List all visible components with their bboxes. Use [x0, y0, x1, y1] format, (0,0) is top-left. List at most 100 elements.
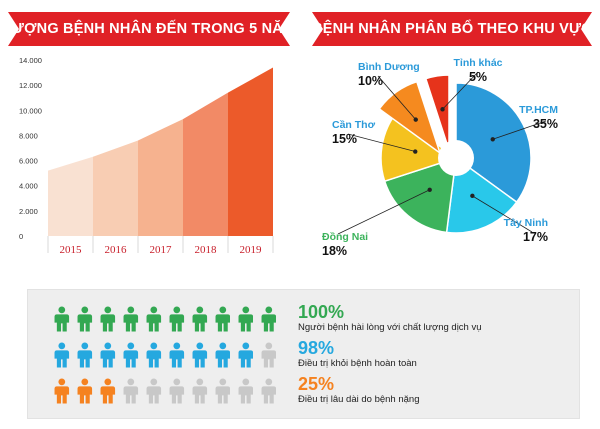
leader-dot — [490, 137, 495, 142]
person-body — [123, 386, 139, 404]
person-icon — [238, 306, 253, 332]
slice-label: Đồng Nai — [322, 231, 368, 243]
person-body — [192, 350, 207, 368]
person-head — [196, 306, 204, 314]
person-head — [58, 378, 66, 386]
person-head — [219, 378, 227, 386]
person-head — [196, 342, 204, 350]
person-icon — [192, 342, 207, 368]
stat-description: Người bệnh hài lòng với chất lượng dịch … — [298, 322, 482, 333]
y-tick-label: 14.000 — [19, 56, 42, 65]
person-head — [127, 306, 135, 314]
y-tick-label: 4.000 — [19, 182, 38, 191]
person-head — [242, 342, 250, 350]
slice-value-label: 15% — [332, 132, 357, 146]
stat-cured: 98% Điều trị khỏi bệnh hoàn toàn — [298, 338, 417, 370]
person-icon — [54, 342, 70, 368]
stat-value: 25% — [298, 374, 335, 394]
person-body — [77, 386, 93, 404]
person-body — [54, 350, 70, 368]
person-icon — [261, 342, 276, 368]
person-body — [77, 350, 93, 368]
area-segment-2015 — [48, 156, 93, 236]
area-chart-title: LƯỢNG BỆNH NHÂN ĐẾN TRONG 5 NĂM — [2, 21, 296, 37]
person-icon — [215, 342, 230, 368]
person-head — [242, 378, 250, 386]
person-head — [265, 342, 273, 350]
person-icon — [261, 306, 276, 332]
person-body — [192, 386, 207, 404]
person-icon — [100, 378, 116, 404]
pie-center-hole — [438, 140, 474, 176]
person-icon — [100, 306, 116, 332]
person-head — [265, 306, 273, 314]
stat-satisfaction: 100% Người bệnh hài lòng với chất lượng … — [298, 302, 482, 334]
people-row-satisfaction — [54, 306, 276, 332]
person-body — [100, 350, 116, 368]
person-head — [173, 378, 181, 386]
stat-value: 98% — [298, 338, 335, 358]
y-tick-label: 12.000 — [19, 81, 42, 90]
person-head — [173, 342, 181, 350]
y-tick-label: 6.000 — [19, 157, 38, 166]
stat-value: 100% — [298, 302, 345, 322]
pie-slice-Bình Dương — [378, 80, 442, 155]
person-icon — [100, 342, 116, 368]
person-icon — [54, 306, 70, 332]
slice-label: Cần Thơ — [332, 119, 376, 131]
person-body — [169, 314, 184, 332]
person-icon — [54, 378, 70, 404]
person-icon — [77, 342, 93, 368]
person-body — [54, 314, 70, 332]
person-icon — [215, 378, 230, 404]
person-body — [215, 314, 230, 332]
person-head — [81, 306, 89, 314]
person-icon — [123, 342, 139, 368]
person-head — [173, 306, 181, 314]
person-icon — [169, 306, 184, 332]
banner-ribbon-shape — [8, 12, 290, 46]
person-icon — [123, 306, 139, 332]
x-tick-label: 2015 — [60, 244, 83, 256]
y-tick-label: 2.000 — [19, 207, 38, 216]
y-tick-label: 10.000 — [19, 106, 42, 115]
person-body — [261, 350, 276, 368]
person-body — [215, 350, 230, 368]
person-head — [242, 306, 250, 314]
person-body — [123, 350, 139, 368]
person-body — [123, 314, 139, 332]
person-body — [169, 350, 184, 368]
person-body — [146, 314, 162, 332]
person-icon — [192, 378, 207, 404]
area-segment-2017 — [138, 119, 183, 236]
person-icon — [77, 306, 93, 332]
slice-label: TP.HCM — [519, 104, 558, 116]
pie-slice-Đồng Nai — [383, 156, 457, 234]
slice-value-label: 10% — [358, 74, 383, 88]
person-head — [104, 342, 112, 350]
person-body — [54, 386, 70, 404]
slice-value-label: 35% — [533, 117, 558, 131]
person-body — [169, 386, 184, 404]
person-body — [215, 386, 230, 404]
person-head — [104, 306, 112, 314]
leader-line — [337, 189, 430, 235]
x-tick-label: 2018 — [195, 244, 218, 256]
person-head — [127, 378, 135, 386]
people-row-cured — [54, 342, 276, 368]
person-head — [58, 342, 66, 350]
pie-chart-title-banner: BỆNH NHÂN PHÂN BỔ THEO KHU VỰC — [312, 12, 592, 46]
person-head — [219, 342, 227, 350]
person-head — [150, 306, 158, 314]
area-segment-2019 — [228, 67, 273, 236]
person-icon — [169, 342, 184, 368]
person-head — [150, 342, 158, 350]
person-body — [100, 386, 116, 404]
person-icon — [146, 342, 162, 368]
statistics-panel: 100% Người bệnh hài lòng với chất lượng … — [27, 289, 580, 419]
pie-slice-TP.HCM — [455, 82, 532, 204]
person-head — [265, 378, 273, 386]
y-tick-label: 8.000 — [19, 131, 38, 140]
person-icon — [146, 306, 162, 332]
